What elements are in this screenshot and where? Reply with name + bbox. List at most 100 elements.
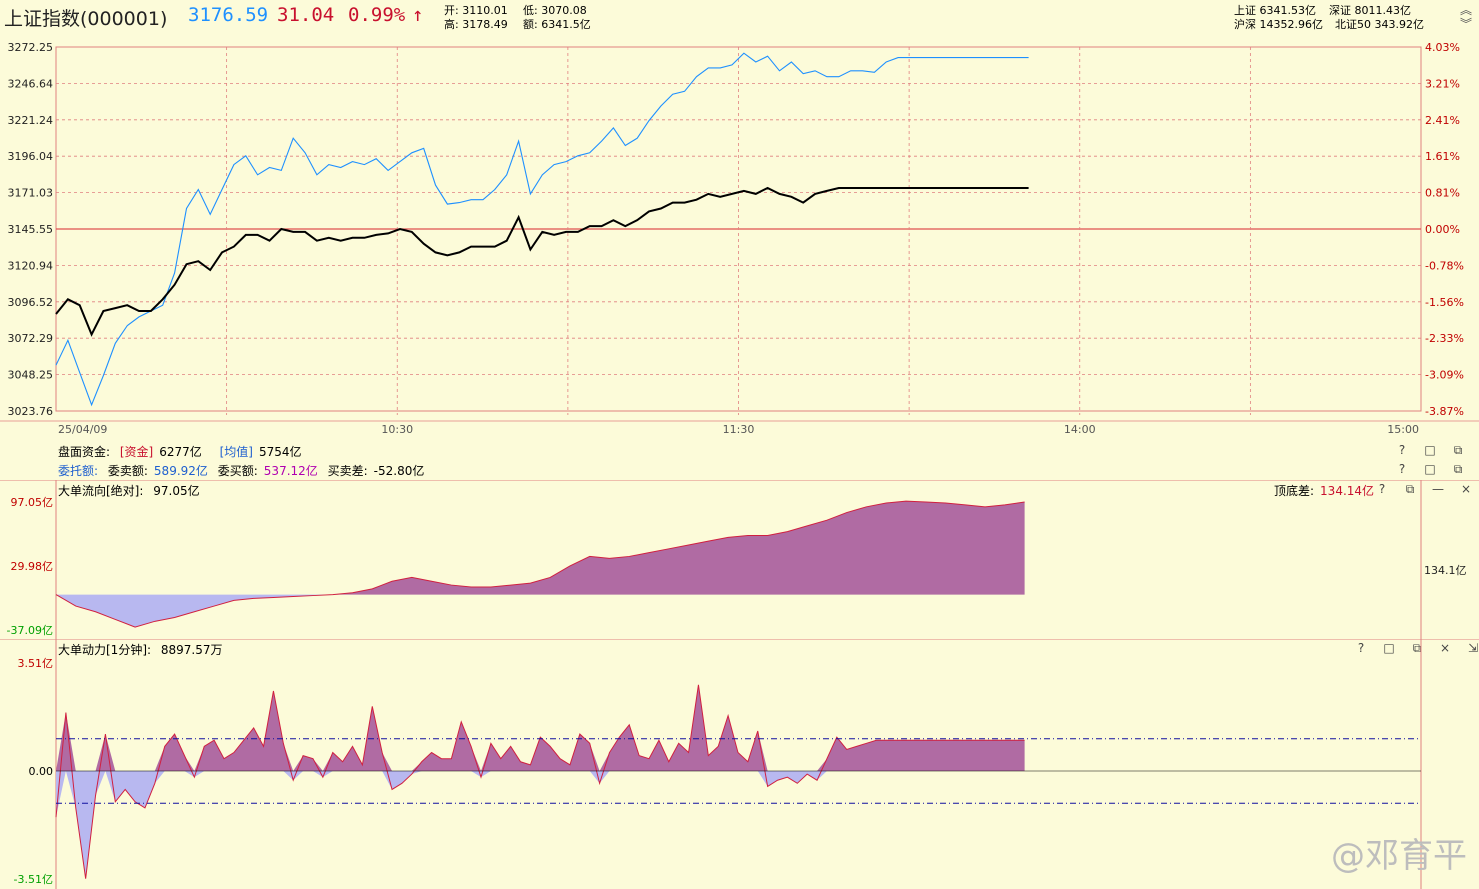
hs-value: 14352.96亿: [1259, 18, 1324, 31]
flow-controls: ?⧉—×⇲: [1371, 482, 1479, 497]
power-label: 大单动力[1分钟]:: [58, 643, 152, 657]
pct-tick-label: -0.78%: [1425, 259, 1464, 272]
close-icon[interactable]: ×: [1439, 641, 1451, 655]
pct-tick-label: 0.00%: [1425, 223, 1460, 236]
orders-controls: ? □ ⧉ ×: [1391, 462, 1479, 477]
time-axis-label: 15:00: [1387, 423, 1419, 436]
open-value: 3110.01: [462, 4, 508, 17]
pct-tick-label: -1.56%: [1425, 296, 1464, 309]
expand-icon[interactable]: ⇲: [1467, 641, 1479, 655]
y-tick-label: 3048.25: [8, 369, 54, 382]
y-tick-label: 3196.04: [8, 150, 54, 163]
hs-label: 沪深: [1234, 18, 1256, 31]
power-y-tick: -3.51亿: [14, 873, 53, 886]
restore-icon[interactable]: ⧉: [1405, 482, 1415, 496]
flow-y-tick: 97.05亿: [11, 496, 54, 509]
close-icon[interactable]: ×: [1475, 443, 1479, 457]
large-order-flow-chart[interactable]: 97.05亿 29.98亿 -37.09亿 134.1亿: [0, 480, 1479, 640]
index-title: 上证指数(000001): [4, 8, 168, 30]
power-controls: ?□⧉×⇲⚒: [1350, 641, 1479, 656]
high-label: 高:: [444, 18, 459, 31]
minimize-icon[interactable]: —: [1432, 482, 1444, 496]
average-tag: [均值]: [219, 445, 253, 459]
power-y-tick: 0.00: [29, 765, 54, 778]
restore-icon[interactable]: ⧉: [1453, 462, 1463, 476]
y-tick-label: 3023.76: [8, 405, 54, 418]
top-bottom-diff-value: 134.14亿: [1320, 484, 1375, 498]
power-line: [55, 684, 1025, 879]
flow-label: 大单流向[绝对]:: [58, 484, 144, 498]
low-value: 3070.08: [541, 4, 587, 17]
capital-tag: [资金]: [119, 445, 154, 459]
time-axis-label: 11:30: [723, 423, 755, 436]
top-bottom-diff-label: 顶底差:: [1274, 484, 1315, 498]
close-icon[interactable]: ×: [1460, 482, 1472, 496]
pct-tick-label: 0.81%: [1425, 187, 1460, 200]
price-line: [55, 52, 1029, 407]
negative-flow-area: [56, 594, 1025, 628]
y-tick-label: 3120.94: [8, 259, 54, 272]
flow-line: [55, 500, 1025, 628]
y-tick-label: 3145.55: [8, 223, 54, 236]
y-tick-label: 3096.52: [8, 296, 54, 309]
help-icon[interactable]: ?: [1398, 443, 1406, 457]
collapse-down-icon[interactable]: ︾: [1460, 17, 1473, 31]
maximize-icon[interactable]: □: [1424, 462, 1436, 476]
negative-power-area: [56, 771, 1025, 879]
power-value: 8897.57万: [160, 643, 223, 657]
flow-y-tick: -37.09亿: [7, 624, 53, 637]
amount-label: 额:: [523, 18, 538, 31]
pct-tick-label: 3.21%: [1425, 77, 1460, 90]
flow-value: 97.05亿: [153, 484, 200, 498]
maximize-icon[interactable]: □: [1424, 443, 1436, 457]
power-panel-header: 大单动力[1分钟]: 8897.57万 ?□⧉×⇲⚒: [0, 641, 1479, 659]
y-tick-label: 3171.03: [8, 187, 54, 200]
help-icon[interactable]: ?: [1398, 462, 1406, 476]
high-value: 3178.49: [462, 18, 508, 31]
open-label: 开:: [444, 4, 459, 17]
bz-label: 北证50: [1335, 18, 1371, 31]
up-arrow-icon: ↑: [412, 4, 424, 26]
intraday-price-chart[interactable]: 3272.25 4.03% 3246.64 3.21% 3221.24 2.41% 3196…: [0, 31, 1479, 441]
pct-tick-label: 2.41%: [1425, 114, 1460, 127]
capital-bar: 盘面资金: [资金] 6277亿 [均值] 5754亿 ? □ ⧉ ×: [0, 443, 1479, 461]
pct-tick-label: -3.87%: [1425, 405, 1464, 418]
capital-label: 盘面资金:: [58, 445, 111, 459]
help-icon[interactable]: ?: [1378, 482, 1386, 496]
flow-extra: 顶底差: 134.14亿: [1274, 482, 1380, 499]
pct-tick-label: -2.33%: [1425, 332, 1464, 345]
time-axis-label: 10:30: [381, 423, 413, 436]
bz-value: 343.92亿: [1374, 18, 1425, 31]
last-price: 3176.59: [188, 4, 269, 26]
capital-value: 6277亿: [159, 445, 202, 459]
maximize-icon[interactable]: □: [1383, 641, 1395, 655]
price-change: 31.04: [277, 4, 335, 26]
capital-controls: ? □ ⧉ ×: [1391, 443, 1479, 458]
y-tick-label: 3221.24: [8, 114, 54, 127]
sz-value: 8011.43亿: [1354, 4, 1412, 17]
restore-icon[interactable]: ⧉: [1453, 443, 1463, 457]
low-label: 低:: [523, 4, 538, 17]
flow-side-value: 134.1亿: [1424, 564, 1467, 577]
large-order-power-chart[interactable]: 3.51亿 0.00 -3.51亿: [0, 639, 1479, 889]
bid-ask-diff-value: -52.80亿: [373, 464, 425, 478]
quote-header: 上证指数(000001) 3176.59 31.04 0.99% ↑ 开: 31…: [0, 0, 1479, 31]
time-axis-label: 25/04/09: [58, 423, 107, 436]
sell-amount-label: 委卖额:: [107, 464, 148, 478]
close-icon[interactable]: ×: [1475, 462, 1479, 476]
help-icon[interactable]: ?: [1357, 641, 1365, 655]
price-change-pct: 0.99%: [348, 4, 406, 26]
buy-amount-value: 537.12亿: [263, 464, 318, 478]
restore-icon[interactable]: ⧉: [1412, 641, 1422, 655]
sz-label: 深证: [1329, 4, 1351, 17]
positive-flow-area: [56, 501, 1025, 595]
flow-panel-header: 大单流向[绝对]: 97.05亿 顶底差:134.14亿 ?⧉—×⇲: [0, 482, 1479, 500]
pct-tick-label: 1.61%: [1425, 150, 1460, 163]
sh-value: 6341.53亿: [1259, 4, 1317, 17]
buy-amount-label: 委买额:: [217, 464, 258, 478]
flow-y-tick: 29.98亿: [11, 560, 54, 573]
time-axis-label: 14:00: [1064, 423, 1096, 436]
power-y-tick: 3.51亿: [18, 657, 54, 670]
average-price-line: [55, 186, 1029, 337]
collapse-up-icon[interactable]: ︽: [1460, 3, 1473, 17]
